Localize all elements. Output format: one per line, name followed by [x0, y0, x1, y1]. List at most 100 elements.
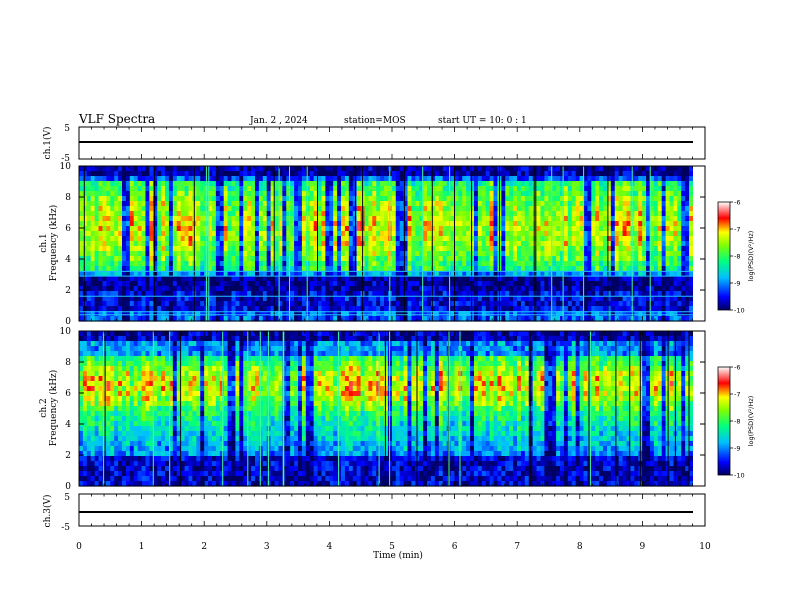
ch1-spectrogram-cell: [427, 276, 432, 282]
ch1-spectrogram-cell: [196, 296, 201, 302]
ch1-spectrogram-cell: [673, 281, 678, 287]
ch1-spectrogram-cell: [419, 176, 424, 182]
ch1-spectrogram-cell: [309, 256, 315, 262]
ch1-spectrogram-cell: [532, 281, 538, 287]
ch1-spectrogram-cell: [646, 261, 651, 267]
ch1-spectrogram-cell: [669, 176, 675, 182]
ch1-spectrogram-cell: [685, 211, 690, 217]
ch1-spectrogram-cell: [188, 266, 194, 272]
ch1-spectrogram-cell: [489, 261, 495, 267]
ch1-spectrogram-cell: [329, 226, 334, 232]
ch1-spectrogram-cell: [211, 201, 217, 207]
ch1-spectrogram-cell: [419, 276, 424, 282]
ch1-spectrogram-cell: [165, 241, 170, 247]
ch1-spectrogram-cell: [571, 281, 577, 287]
ch1-spectrogram-cell: [137, 301, 143, 307]
ch1-spectrogram-cell: [689, 221, 694, 227]
ch1-spectrogram-cell: [129, 221, 135, 227]
ch1-spectrogram-cell: [196, 201, 201, 207]
ch1-spectrogram-cell: [606, 241, 612, 247]
ch1-spectrogram-cell: [427, 186, 432, 192]
ch1-spectrogram-cell: [513, 221, 518, 227]
ch1-spectrogram-cell: [677, 181, 682, 187]
ch1-spectrogram-cell: [149, 176, 154, 182]
ch1-spectrogram-cell: [528, 181, 534, 187]
ch1-spectrogram-cell: [125, 196, 131, 202]
ch1-spectrogram-cell: [266, 241, 272, 247]
ch1-spectrogram-cell: [481, 171, 487, 177]
ch1-spectrogram-cell: [513, 256, 518, 262]
ch1-spectrogram-cell: [231, 196, 237, 202]
ch1-spectrogram-cell: [501, 171, 506, 177]
ch1-spectrogram-cell: [129, 301, 135, 307]
ch1-spectrogram-cell: [161, 206, 166, 212]
ch1-spectrogram-cell: [532, 261, 538, 267]
ch1-spectrogram-cell: [325, 241, 330, 247]
ch1-spectrogram-cell: [106, 206, 111, 212]
ch1-spectrogram-cell: [587, 286, 592, 292]
ch1-spectrogram-cell: [344, 196, 350, 202]
ch1-spectrogram-cell: [591, 236, 596, 242]
ch1-spectrogram-cell: [161, 201, 166, 207]
ch1-spectrogram-cell: [649, 301, 655, 307]
ch1-spectrogram-cell: [548, 291, 553, 297]
ch1-spectrogram-cell: [591, 266, 596, 272]
ch1-spectrogram-cell: [442, 276, 448, 282]
ch1-spectrogram-cell: [470, 181, 475, 187]
ch1-spectrogram-cell: [282, 271, 287, 277]
ch1-spectrogram-cell: [391, 276, 397, 282]
ch1-spectrogram-cell: [274, 311, 280, 317]
ch1-spectrogram-cell: [505, 296, 510, 302]
ch1-spectrogram-cell: [415, 296, 420, 302]
ch1-spectrogram-cell: [583, 291, 589, 297]
ch1-spectrogram-cell: [649, 246, 655, 252]
ch1-spectrogram-cell: [434, 206, 440, 212]
ch1-spectrogram-cell: [591, 231, 596, 237]
ch1-spectrogram-cell: [321, 276, 326, 282]
ch1-spectrogram-cell: [520, 246, 526, 252]
ch1-spectrogram-cell: [129, 286, 135, 292]
ch1-spectrogram-cell: [337, 276, 342, 282]
ch1-spectrogram-cell: [215, 226, 221, 232]
ch1-spectrogram-cell: [129, 166, 135, 172]
ch1-spectrogram-cell: [657, 316, 663, 322]
ch1-spectrogram-cell: [258, 211, 264, 217]
ch1-spectrogram-cell: [614, 191, 620, 197]
ch1-spectrogram-cell: [274, 266, 280, 272]
ch1-spectrogram-cell: [653, 251, 659, 257]
ch1-spectrogram-cell: [235, 246, 240, 252]
ch1-spectrogram-cell: [415, 191, 420, 197]
ch1-spectrogram-cell: [129, 236, 135, 242]
ch1-spectrogram-cell: [462, 226, 467, 232]
ch1-spectrogram-cell: [450, 216, 456, 222]
ch1-spectrogram-cell: [626, 186, 632, 192]
ch1-spectrogram-cell: [661, 206, 667, 212]
ch1-spectrogram-cell: [102, 221, 107, 227]
ch1-spectrogram-cell: [118, 306, 123, 312]
ch1-spectrogram-cell: [153, 236, 158, 242]
ch1-spectrogram-cell: [153, 211, 158, 217]
ch1-spectrogram-cell: [528, 306, 534, 312]
ch1-spectrogram-cell: [188, 251, 194, 257]
ch1-spectrogram-cell: [391, 286, 397, 292]
ch1-spectrogram-cell: [133, 181, 139, 187]
ch1-spectrogram-cell: [560, 256, 565, 262]
ch1-spectrogram-cell: [571, 196, 577, 202]
ch1-spectrogram-cell: [532, 216, 538, 222]
ch1-spectrogram-cell: [489, 251, 495, 257]
ch1-spectrogram-cell: [82, 231, 88, 237]
ch2-spectrogram-cell: [82, 396, 88, 402]
ch1-spectrogram-cell: [298, 196, 303, 202]
ch1-spectrogram-cell: [583, 206, 589, 212]
ch1-spectrogram-cell: [106, 231, 111, 237]
ch1-spectrogram-cell: [243, 196, 248, 202]
ch1-spectrogram-cell: [599, 266, 604, 272]
ch1-spectrogram-cell: [82, 176, 88, 182]
ch1-spectrogram-cell: [86, 241, 92, 247]
ch1-spectrogram-cell: [243, 261, 248, 267]
ch1-spectrogram-cell: [599, 181, 604, 187]
ch1-spectrogram-cell: [626, 206, 632, 212]
ch1-spectrogram-cell: [168, 266, 174, 272]
ch1-spectrogram-cell: [157, 281, 162, 287]
ch1-spectrogram-cell: [247, 211, 252, 217]
